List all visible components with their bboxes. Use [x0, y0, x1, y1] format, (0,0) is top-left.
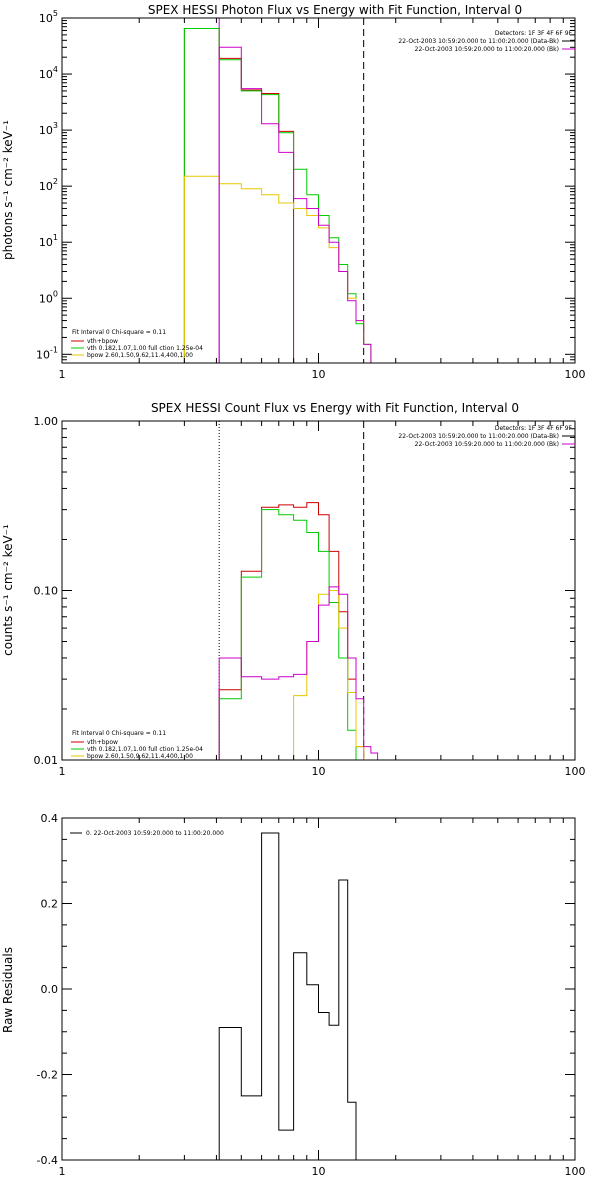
residual-xtick-label: 10	[312, 1165, 326, 1178]
photon-info-data-bk: 22-Oct-2003 10:59:20.000 to 11:00:20.000…	[398, 38, 559, 45]
photon-ytick-label: 105	[39, 9, 58, 25]
residual-ytick-label: 0.4	[41, 812, 59, 825]
photon-flux-ylabel: photons s⁻¹ cm⁻² keV⁻¹	[1, 120, 15, 260]
count-ytick-label: 1.00	[34, 415, 59, 428]
residual-ytick-label: -0.4	[37, 1154, 58, 1167]
count-ytick-label: 0.01	[34, 754, 59, 767]
count-xtick-label: 1	[59, 765, 66, 778]
photon-series-data	[218, 46, 372, 363]
photon-legend-vth: vth 0.182,1.07,1.00 full ction 1.25e-04	[87, 345, 203, 352]
count-info-data-bk: 22-Oct-2003 10:59:20.000 to 11:00:20.000…	[398, 433, 559, 440]
photon-flux-panel: SPEX HESSI Photon Flux vs Energy with Fi…	[1, 3, 586, 381]
residual-xtick-label: 1	[59, 1165, 66, 1178]
photon-legend-title: Fit Interval 0 Chi-square = 0.11	[72, 329, 166, 336]
count-flux-panel: SPEX HESSI Count Flux vs Energy with Fit…	[1, 401, 586, 778]
count-legend-vth: vth 0.182,1.07,1.00 full ction 1.25e-04	[87, 746, 203, 753]
residuals-ylabel: Raw Residuals	[1, 947, 15, 1033]
count-flux-data	[218, 421, 379, 761]
count-legend-total: vth+bpow	[87, 739, 118, 746]
residuals-legend-entry: 0. 22-Oct-2003 10:59:20.000 to 11:00:20.…	[86, 830, 224, 837]
residual-series-residual	[218, 832, 357, 1160]
count-flux-info: Detectors: 1F 3F 4F 6F 9F 22-Oct-2003 10…	[398, 425, 575, 448]
photon-ytick-label: 101	[39, 233, 58, 249]
count-flux-title: SPEX HESSI Count Flux vs Energy with Fit…	[151, 401, 519, 415]
count-flux-ylabel: counts s⁻¹ cm⁻² keV⁻¹	[1, 524, 15, 656]
photon-ytick-label: 100	[39, 289, 58, 305]
photon-info-detectors: Detectors: 1F 3F 4F 6F 9F	[495, 30, 573, 37]
photon-flux-info: Detectors: 1F 3F 4F 6F 9F 22-Oct-2003 10…	[398, 30, 575, 53]
photon-flux-legend: Fit Interval 0 Chi-square = 0.11 vth+bpo…	[71, 329, 203, 359]
photon-ytick-label: 102	[39, 177, 58, 193]
photon-legend-bpow: bpow 2.60,1.50,9.62,11.4,400,1.00	[87, 352, 193, 359]
count-legend-bpow: bpow 2.60,1.50,9.62,11.4,400,1.00	[87, 753, 193, 760]
photon-info-bk: 22-Oct-2003 10:59:20.000 to 11:00:20.000…	[415, 46, 559, 53]
photon-xtick-label: 10	[312, 368, 326, 381]
residuals-legend: 0. 22-Oct-2003 10:59:20.000 to 11:00:20.…	[70, 830, 224, 837]
count-info-detectors: Detectors: 1F 3F 4F 6F 9F	[495, 425, 573, 432]
residual-ytick-label: 0.2	[41, 898, 59, 911]
count-flux-legend: Fit Interval 0 Chi-square = 0.11 vth+bpo…	[71, 730, 203, 760]
residuals-panel: Raw Residuals 1 10 100 -0.4 -0.2 0.0 0.2 0.4 0.…	[1, 812, 586, 1178]
residual-xtick-label: 100	[565, 1165, 586, 1178]
count-series-total	[218, 502, 365, 760]
residuals-data	[218, 832, 357, 1160]
residuals-axes: 1 10 100 -0.4 -0.2 0.0 0.2 0.4	[37, 812, 586, 1178]
photon-ytick-label: 103	[39, 121, 58, 137]
count-ytick-label: 0.10	[34, 585, 59, 598]
count-series-vth	[218, 509, 357, 760]
count-xtick-label: 100	[565, 765, 586, 778]
photon-flux-data	[183, 18, 372, 363]
residual-ytick-label: -0.2	[37, 1069, 58, 1082]
count-legend-title: Fit Interval 0 Chi-square = 0.11	[72, 730, 166, 737]
photon-ytick-label: 104	[39, 65, 58, 81]
photon-xtick-label: 100	[565, 368, 586, 381]
photon-xtick-label: 1	[59, 368, 66, 381]
photon-ytick-label: 10-1	[36, 345, 58, 361]
photon-legend-total: vth+bpow	[87, 338, 118, 345]
count-series-bpow	[278, 590, 371, 761]
count-series-data	[218, 586, 379, 760]
count-flux-axes: 1 10 100 0.01 0.10 1.00	[34, 415, 586, 778]
residual-ytick-label: 0.0	[41, 983, 59, 996]
count-xtick-label: 10	[312, 765, 326, 778]
photon-flux-axes: 1 10 100 10-1 100 101 102 103 104 105	[36, 9, 585, 381]
photon-flux-title: SPEX HESSI Photon Flux vs Energy with Fi…	[148, 3, 522, 17]
count-info-bk: 22-Oct-2003 10:59:20.000 to 11:00:20.000…	[415, 441, 559, 448]
